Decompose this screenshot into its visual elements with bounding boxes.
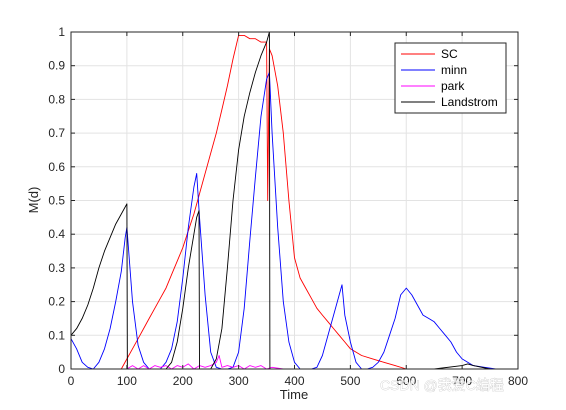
x-tick-label: 200: [173, 374, 193, 388]
y-tick-label: 0.1: [48, 328, 65, 342]
y-tick-label: 0.2: [48, 295, 65, 309]
y-tick-label: 0.3: [48, 261, 65, 275]
legend-label-minn: minn: [441, 63, 467, 77]
x-tick-label: 300: [229, 374, 249, 388]
x-tick-label: 700: [452, 374, 472, 388]
tick-labels: 0 100 200 300 400 500 600 700 800 0 0.1 0.2 0.3 0.4 0.…: [48, 25, 528, 388]
legend-label-landstrom: Landstrom: [441, 95, 498, 109]
y-tick-label: 0.6: [48, 160, 65, 174]
legend-box: [394, 42, 507, 114]
x-tick-label: 100: [117, 374, 137, 388]
x-axis-label: Time: [280, 387, 308, 402]
legend-label-park: park: [441, 79, 465, 93]
y-axis-label: M(d): [26, 187, 41, 214]
y-tick-label: 1: [58, 25, 65, 39]
y-tick-label: 0.4: [48, 227, 65, 241]
watermark: CSDN @我爱C编程: [380, 377, 504, 393]
x-tick-label: 500: [340, 374, 360, 388]
x-tick-label: 800: [508, 374, 528, 388]
x-tick-label: 600: [396, 374, 416, 388]
ticks: [70, 31, 519, 370]
y-tick-label: 0.5: [48, 194, 65, 208]
x-tick-label: 400: [284, 374, 304, 388]
legend: SC minn park Landstrom: [394, 42, 507, 114]
series-line-minn: [70, 71, 518, 370]
y-tick-label: 0.8: [48, 92, 65, 106]
y-tick-label: 0: [58, 362, 65, 376]
series-line-sc: [71, 34, 518, 370]
y-tick-label: 0.9: [48, 59, 65, 73]
y-tick-label: 0.7: [48, 126, 65, 140]
legend-label-sc: SC: [441, 47, 458, 61]
x-tick-label: 0: [68, 374, 75, 388]
